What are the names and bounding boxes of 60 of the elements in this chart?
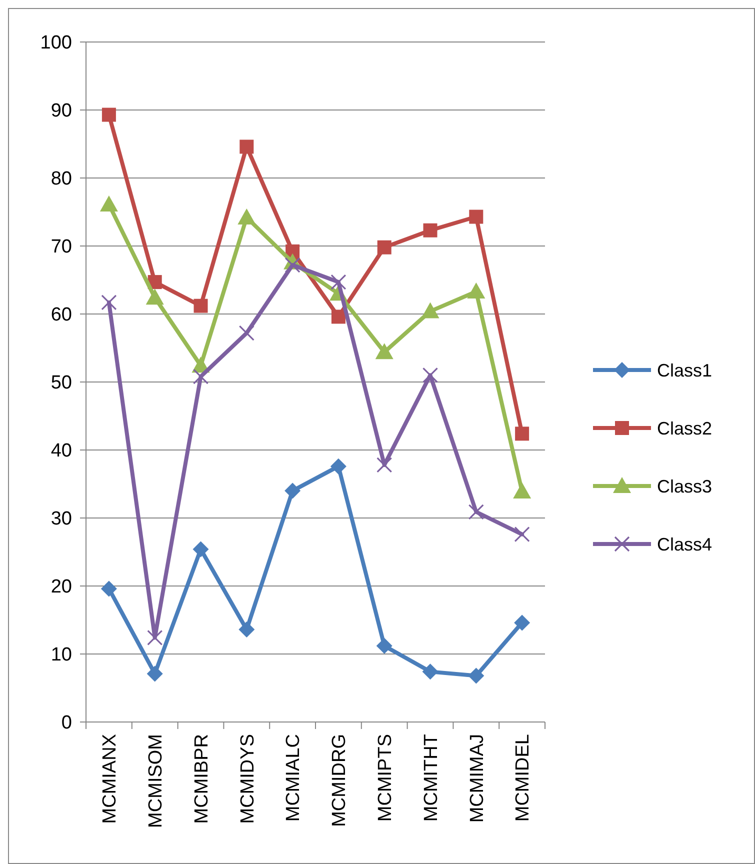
point xyxy=(467,282,486,299)
y-tick-label: 60 xyxy=(50,304,72,326)
legend-label: Class2 xyxy=(657,418,712,438)
y-tick-label: 80 xyxy=(50,168,72,190)
point xyxy=(422,664,438,680)
point xyxy=(101,294,117,310)
y-tick-label: 70 xyxy=(50,236,72,258)
y-tick-label: 40 xyxy=(50,440,72,462)
point xyxy=(423,223,438,238)
legend-label: Class3 xyxy=(657,476,712,496)
x-tick-label: MCMITHT xyxy=(420,734,442,822)
y-tick-label: 30 xyxy=(50,508,72,530)
x-tick-label: MCMIDEL xyxy=(512,734,534,822)
point xyxy=(100,580,117,597)
point xyxy=(331,310,346,324)
x-tick-label: MCMIALC xyxy=(283,734,304,822)
x-tick-label: MCMISOM xyxy=(146,734,166,828)
legend-label: Class1 xyxy=(657,360,712,380)
point xyxy=(514,526,530,542)
legend-label: Class4 xyxy=(657,534,712,554)
point xyxy=(102,108,116,122)
point xyxy=(515,426,530,441)
x-tick-label: MCMIANX xyxy=(100,734,121,824)
y-tick-label: 100 xyxy=(40,32,72,54)
point xyxy=(284,257,300,273)
point xyxy=(330,458,346,474)
y-tick-label: 0 xyxy=(61,712,72,734)
point xyxy=(514,614,530,631)
point xyxy=(192,368,209,384)
point xyxy=(376,457,392,473)
point xyxy=(468,504,484,520)
point xyxy=(469,210,484,224)
point xyxy=(284,482,301,499)
y-tick-label: 50 xyxy=(50,372,72,394)
point xyxy=(421,302,440,318)
x-tick-label: MCMIDYS xyxy=(237,734,258,824)
point xyxy=(375,343,394,360)
point xyxy=(376,638,392,654)
y-tick-label: 90 xyxy=(50,100,72,122)
point xyxy=(238,325,254,341)
point xyxy=(146,666,163,682)
point xyxy=(100,196,118,212)
point xyxy=(238,208,256,224)
y-tick-label: 20 xyxy=(50,576,72,598)
point xyxy=(468,668,484,684)
x-tick-label: MCMIPTS xyxy=(375,734,396,822)
point xyxy=(330,274,346,290)
point xyxy=(240,140,254,154)
point xyxy=(513,482,532,498)
x-tick-label: MCMIMAJ xyxy=(466,734,488,823)
point xyxy=(377,240,392,254)
y-tick-label: 10 xyxy=(50,644,72,666)
x-tick-label: MCMIBPR xyxy=(191,734,212,824)
point xyxy=(192,541,209,558)
point xyxy=(147,630,163,646)
point xyxy=(238,622,255,638)
x-tick-label: MCMIDRG xyxy=(329,734,350,827)
point xyxy=(194,298,208,313)
point xyxy=(146,288,164,305)
point xyxy=(422,367,438,383)
